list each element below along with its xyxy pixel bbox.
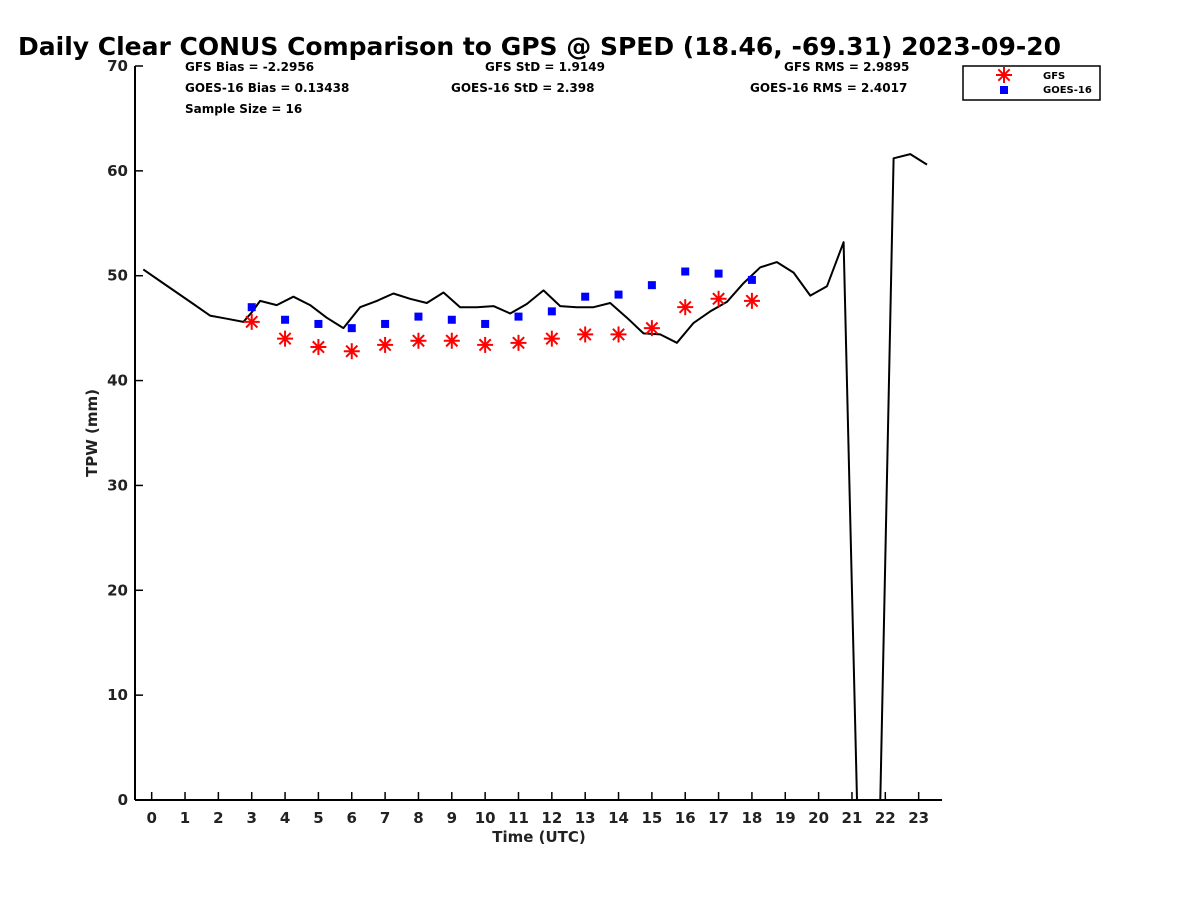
goes-point	[647, 281, 656, 290]
y-tick-label: 0	[118, 791, 128, 809]
goes-point	[381, 319, 390, 328]
goes-point	[514, 312, 523, 321]
gfs-point	[643, 320, 660, 337]
x-tick-label: 20	[808, 809, 829, 827]
x-tick-label: 14	[608, 809, 629, 827]
goes-point	[281, 315, 290, 324]
x-tick-label: 13	[575, 809, 596, 827]
plot-area	[142, 153, 928, 801]
sample-size-stat: Sample Size = 16	[185, 102, 302, 116]
legend: GFS GOES-16	[962, 65, 1101, 101]
x-tick-label: 6	[347, 809, 357, 827]
goes-point	[481, 319, 490, 328]
x-tick-label: 4	[280, 809, 290, 827]
goes-point	[547, 307, 556, 316]
legend-gfs-label: GFS	[1043, 71, 1065, 82]
x-tick-label: 18	[741, 809, 762, 827]
x-tick-label: 22	[875, 809, 896, 827]
x-tick-label: 15	[641, 809, 662, 827]
gfs-std-stat: GFS StD = 1.9149	[485, 60, 605, 74]
y-tick-label: 20	[107, 581, 128, 599]
goes-point	[414, 312, 423, 321]
gfs-point	[443, 332, 460, 349]
legend-box	[962, 65, 1101, 101]
gfs-point	[610, 326, 627, 343]
goes-point	[714, 269, 723, 278]
gfs-point	[243, 313, 260, 330]
goes-point	[581, 292, 590, 301]
gfs-rms-stat: GFS RMS = 2.9895	[784, 60, 909, 74]
x-tick-label: 7	[380, 809, 390, 827]
y-tick-label: 10	[107, 686, 128, 704]
x-tick-label: 9	[447, 809, 457, 827]
goes-point	[681, 267, 690, 276]
legend-goes-marker	[1000, 86, 1008, 94]
x-tick-label: 12	[541, 809, 562, 827]
x-tick-label: 5	[313, 809, 323, 827]
gfs-point	[477, 336, 494, 353]
x-axis-label: Time (UTC)	[492, 828, 586, 846]
gfs-point	[743, 292, 760, 309]
y-tick-label: 60	[107, 162, 128, 180]
x-tick-label: 23	[908, 809, 929, 827]
legend-gfs-marker	[996, 67, 1012, 83]
goes-point	[347, 324, 356, 333]
x-tick-label: 21	[842, 809, 863, 827]
x-tick-label: 3	[246, 809, 256, 827]
legend-goes-label: GOES-16	[1043, 85, 1092, 96]
x-tick-label: 11	[508, 809, 529, 827]
y-tick-label: 30	[107, 476, 128, 494]
goes-point	[314, 319, 323, 328]
gfs-point	[343, 343, 360, 360]
goes-rms-stat: GOES-16 RMS = 2.4017	[750, 81, 907, 95]
gfs-point	[410, 332, 427, 349]
gfs-bias-stat: GFS Bias = -2.2956	[185, 60, 314, 74]
y-tick-label: 50	[107, 267, 128, 285]
chart-title: Daily Clear CONUS Comparison to GPS @ SP…	[18, 32, 1061, 61]
y-tick-label: 40	[107, 372, 128, 390]
x-tick-label: 19	[775, 809, 796, 827]
x-tick-label: 10	[475, 809, 496, 827]
gfs-point	[510, 334, 527, 351]
goes-point	[447, 315, 456, 324]
x-tick-label: 0	[146, 809, 156, 827]
gps-tpw-line	[142, 153, 928, 801]
gfs-point	[577, 326, 594, 343]
axes: 0 1 2 3 4 5 6 7 8 9 10 11 12 13 14 15 16 17 18 19 20 21 22 2301…	[107, 57, 942, 827]
legend-gfs-asterisk	[996, 67, 1012, 83]
gfs-point	[310, 339, 327, 356]
gfs-point	[710, 290, 727, 307]
goes-point	[247, 303, 256, 312]
goes-point	[747, 275, 756, 284]
gfs-point	[377, 336, 394, 353]
y-axis-label: TPW (mm)	[83, 389, 101, 477]
goes-bias-stat: GOES-16 Bias = 0.13438	[185, 81, 349, 95]
x-tick-label: 16	[675, 809, 696, 827]
x-tick-label: 1	[180, 809, 190, 827]
x-tick-label: 2	[213, 809, 223, 827]
goes-point	[614, 290, 623, 299]
y-tick-label: 70	[107, 57, 128, 75]
goes-std-stat: GOES-16 StD = 2.398	[451, 81, 594, 95]
gfs-point	[277, 330, 294, 347]
x-tick-label: 8	[413, 809, 423, 827]
x-tick-label: 17	[708, 809, 729, 827]
gfs-point	[543, 330, 560, 347]
gfs-point	[677, 299, 694, 316]
